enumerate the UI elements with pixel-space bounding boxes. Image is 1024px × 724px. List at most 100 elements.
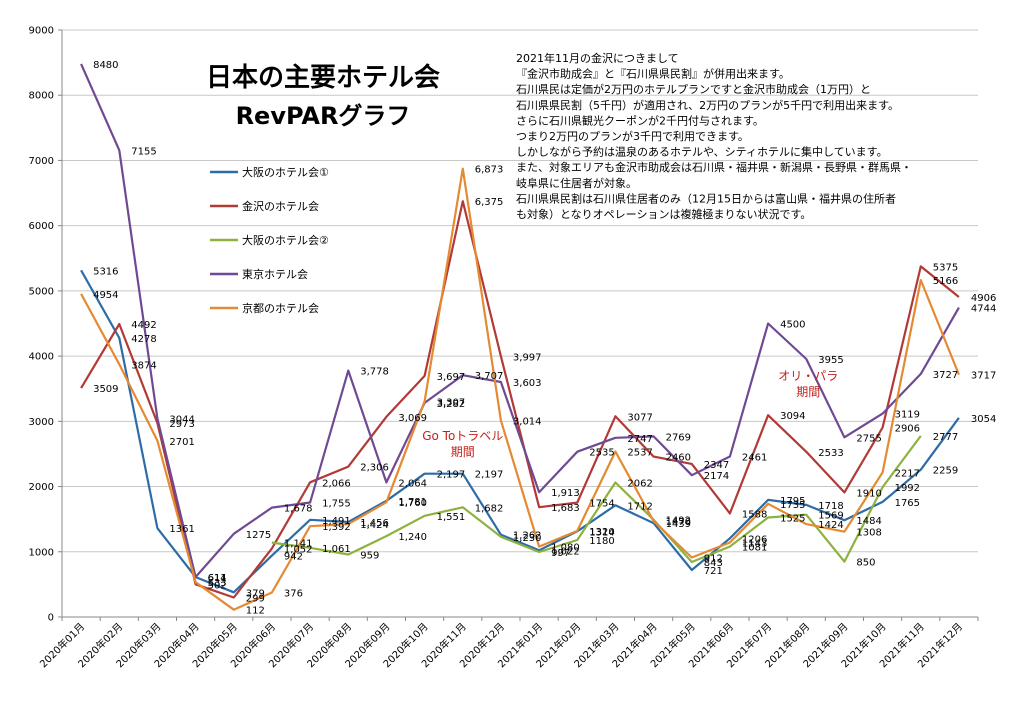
data-label: 3119 xyxy=(895,410,920,421)
data-label: 1,262 xyxy=(513,531,542,542)
data-label: 912 xyxy=(704,554,723,565)
data-label: 5166 xyxy=(933,276,958,287)
data-label: 1795 xyxy=(780,496,805,507)
data-label: 3094 xyxy=(780,411,805,422)
data-label: 4278 xyxy=(131,334,156,345)
data-label: 1,678 xyxy=(284,504,313,515)
note-line: 2021年11月の金沢につきまして xyxy=(516,51,679,65)
data-label: 959 xyxy=(360,550,379,561)
note-line: 石川県県民割は石川県住居者のみ（12月15日からは富山県・福井県の住所者 xyxy=(516,191,896,205)
data-label: 2,064 xyxy=(398,478,427,489)
data-label: 1588 xyxy=(742,509,767,520)
data-label: 1,491 xyxy=(322,516,351,527)
data-label: 4500 xyxy=(780,320,805,331)
legend-label: 京都のホテル会 xyxy=(242,301,319,315)
data-label: 1,240 xyxy=(398,532,427,543)
data-label: 3054 xyxy=(971,414,996,425)
data-label: 1424 xyxy=(818,520,843,531)
data-label: 1712 xyxy=(627,501,652,512)
data-label: 1492 xyxy=(666,516,691,527)
series-line-2 xyxy=(271,435,922,564)
y-tick-label: 7000 xyxy=(29,156,54,167)
data-label: 850 xyxy=(856,558,875,569)
data-label: 3,707 xyxy=(475,371,504,382)
data-label: 1,061 xyxy=(322,544,351,555)
gridlines xyxy=(62,29,978,618)
data-label: 2906 xyxy=(895,423,920,434)
data-label: 2217 xyxy=(895,468,920,479)
data-label: 6,873 xyxy=(475,165,504,176)
data-label: 3509 xyxy=(93,384,118,395)
data-label: 3727 xyxy=(933,370,958,381)
series-line-0 xyxy=(80,269,960,594)
note-line: つまり2万円のプランが3千円で利用できます。 xyxy=(516,129,749,143)
data-label: 1206 xyxy=(742,534,767,545)
data-label: 3874 xyxy=(131,360,156,371)
note-line: 石川県民は定価が2万円のホテルプランですと金沢市助成会（1万円）と xyxy=(516,82,871,96)
note-line: も対象）となりオペレーションは複雑極まりない状況です。 xyxy=(516,207,811,221)
data-label: 3,697 xyxy=(437,372,466,383)
data-label: 1,683 xyxy=(551,503,580,514)
data-label: 1735 xyxy=(780,500,805,511)
y-tick-label: 6000 xyxy=(29,221,54,232)
data-label: 379 xyxy=(246,588,265,599)
data-label: 1,052 xyxy=(284,544,313,555)
data-label: 3,997 xyxy=(513,352,542,363)
y-tick-label: 0 xyxy=(48,613,54,624)
y-tick-label: 3000 xyxy=(29,417,54,428)
data-label: 1320 xyxy=(589,527,614,538)
data-label: 3044 xyxy=(169,414,194,425)
data-label: 1,230 xyxy=(513,533,542,544)
data-label: 5375 xyxy=(933,262,958,273)
note-line: 石川県県民割（5千円）が適用され、2万円のプランが5千円で利用出来ます。 xyxy=(516,98,899,112)
annotation-label: オリ・パラ xyxy=(778,369,838,383)
data-label: 2535 xyxy=(589,448,614,459)
data-label: 5316 xyxy=(93,266,118,277)
data-label: 721 xyxy=(704,566,723,577)
data-label: 1754 xyxy=(589,499,614,510)
data-label: 1275 xyxy=(246,530,271,541)
data-label: 1,913 xyxy=(551,488,580,499)
data-label: 1,392 xyxy=(322,522,351,533)
data-label: 8480 xyxy=(93,60,118,71)
data-label: 1525 xyxy=(780,514,805,525)
data-label: 2174 xyxy=(704,471,729,482)
data-label: 2701 xyxy=(169,437,194,448)
series-line-1 xyxy=(80,200,960,599)
data-label: 2,306 xyxy=(360,463,389,474)
data-label: 4744 xyxy=(971,304,996,315)
data-label: 1,760 xyxy=(398,498,427,509)
data-label: 997 xyxy=(551,548,570,559)
data-label: 2755 xyxy=(856,433,881,444)
data-label: 1470 xyxy=(666,517,691,528)
data-label: 112 xyxy=(246,606,265,617)
data-label: 3,307 xyxy=(437,397,466,408)
data-label: 614 xyxy=(208,573,227,584)
data-label: 1308 xyxy=(856,528,881,539)
data-label: 3,778 xyxy=(360,367,389,378)
data-label: 2777 xyxy=(933,432,958,443)
legend-label: 東京ホテル会 xyxy=(242,267,308,281)
data-label: 1484 xyxy=(856,516,881,527)
series-lines xyxy=(80,63,960,611)
chart-subtitle: RevPARグラフ xyxy=(236,102,411,130)
data-label: 502 xyxy=(208,580,227,591)
y-tick-label: 1000 xyxy=(29,547,54,558)
data-label: 942 xyxy=(284,552,303,563)
data-label: 1143 xyxy=(742,538,767,549)
data-label: 1,022 xyxy=(551,546,580,557)
x-axis: 2020年01月2020年02月2020年03月2020年04月2020年05月… xyxy=(37,616,979,670)
y-tick-label: 9000 xyxy=(29,26,54,37)
data-label: 1,682 xyxy=(475,503,504,514)
data-label: 376 xyxy=(284,588,303,599)
note-line: さらに石川県観光クーポンが2千円付与されます。 xyxy=(516,113,764,127)
data-label: 1,141 xyxy=(284,539,313,550)
data-label: 4954 xyxy=(93,290,118,301)
data-label: 4906 xyxy=(971,293,996,304)
data-label: 3,603 xyxy=(513,378,542,389)
annotation-label-period: 期間 xyxy=(451,445,475,459)
data-label: 1569 xyxy=(818,511,843,522)
data-label: 1361 xyxy=(169,524,194,535)
